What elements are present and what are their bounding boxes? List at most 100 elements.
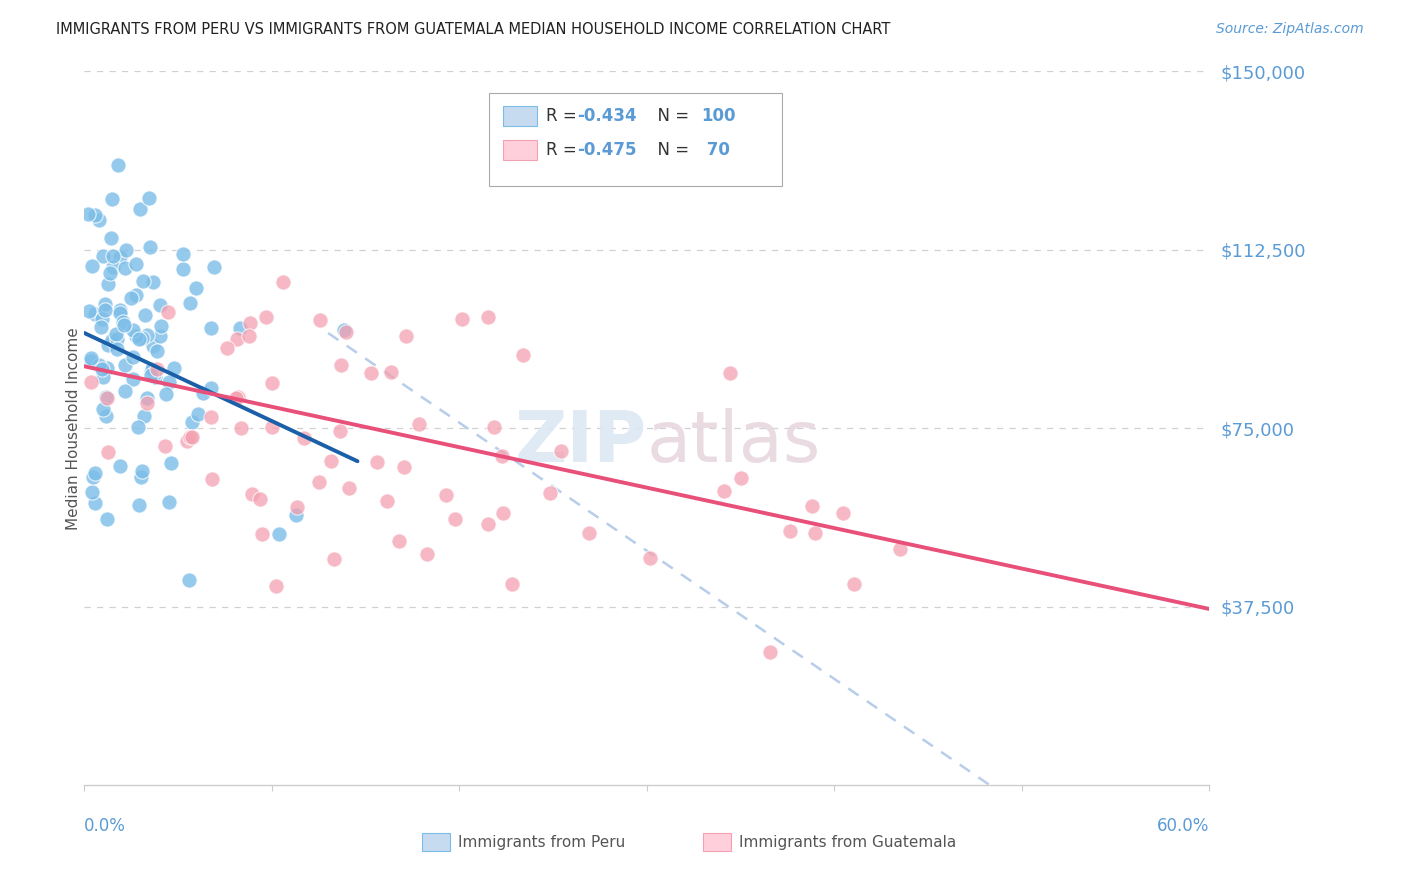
Point: [229, 421, 252, 435]
Point: [309, 313, 332, 327]
Point: [157, 305, 180, 319]
Point: [83, 466, 105, 480]
Point: [779, 524, 801, 538]
Point: [84, 496, 107, 510]
Point: [191, 385, 214, 400]
FancyBboxPatch shape: [489, 93, 782, 186]
Point: [360, 366, 382, 380]
Point: [91, 312, 114, 326]
Point: [285, 500, 308, 514]
Text: R =: R =: [546, 107, 582, 125]
Point: [131, 464, 153, 478]
Text: ZIP: ZIP: [515, 408, 647, 477]
Point: [101, 260, 124, 275]
Point: [94, 297, 117, 311]
Point: [127, 419, 149, 434]
Point: [176, 434, 198, 448]
Point: [91, 369, 114, 384]
Text: Immigrants from Peru: Immigrants from Peru: [458, 835, 626, 849]
Point: [96, 512, 118, 526]
Point: [125, 288, 148, 302]
Point: [477, 516, 499, 531]
Point: [139, 368, 162, 383]
Point: [89, 358, 111, 372]
Text: -0.475: -0.475: [576, 141, 637, 159]
Point: [187, 407, 209, 421]
Point: [101, 334, 124, 348]
Point: [186, 281, 208, 295]
Point: [110, 303, 132, 318]
Point: [172, 246, 194, 260]
Point: [110, 250, 132, 264]
Point: [112, 315, 135, 329]
Point: [124, 257, 146, 271]
Point: [149, 318, 172, 333]
Point: [758, 645, 780, 659]
Text: N =: N =: [647, 141, 695, 159]
Point: [114, 384, 136, 399]
Point: [269, 527, 291, 541]
Text: -0.434: -0.434: [576, 107, 637, 125]
FancyBboxPatch shape: [503, 140, 537, 160]
Point: [138, 240, 160, 254]
Text: N =: N =: [647, 107, 695, 125]
Y-axis label: Median Household Income: Median Household Income: [66, 326, 80, 530]
Point: [132, 274, 155, 288]
Point: [308, 475, 330, 489]
Point: [271, 275, 294, 289]
Point: [131, 330, 153, 344]
Point: [84, 208, 107, 222]
Point: [292, 431, 315, 445]
Point: [179, 430, 201, 444]
Text: IMMIGRANTS FROM PERU VS IMMIGRANTS FROM GUATEMALA MEDIAN HOUSEHOLD INCOME CORREL: IMMIGRANTS FROM PERU VS IMMIGRANTS FROM …: [56, 22, 890, 37]
Point: [84, 307, 107, 321]
Point: [90, 320, 112, 334]
Text: 100: 100: [700, 107, 735, 125]
Point: [76, 207, 98, 221]
Point: [105, 342, 128, 356]
Point: [260, 376, 283, 391]
Point: [200, 410, 222, 425]
Point: [550, 444, 572, 458]
Point: [96, 445, 118, 459]
Point: [110, 306, 132, 320]
Point: [832, 506, 855, 520]
Point: [91, 401, 114, 416]
Point: [138, 191, 160, 205]
Point: [201, 471, 224, 485]
Point: [134, 309, 156, 323]
Point: [375, 494, 398, 508]
Point: [136, 391, 159, 405]
Point: [128, 332, 150, 346]
FancyBboxPatch shape: [503, 106, 537, 127]
Point: [444, 512, 467, 526]
Point: [200, 321, 222, 335]
Point: [149, 328, 172, 343]
Point: [262, 420, 284, 434]
Point: [492, 507, 515, 521]
Text: Immigrants from Guatemala: Immigrants from Guatemala: [740, 835, 956, 849]
Point: [226, 391, 249, 405]
Text: 0.0%: 0.0%: [84, 817, 127, 835]
Point: [121, 323, 143, 337]
Point: [337, 481, 360, 495]
Point: [215, 341, 238, 355]
Point: [122, 350, 145, 364]
Point: [202, 260, 225, 274]
Point: [80, 351, 103, 365]
Text: atlas: atlas: [647, 408, 821, 477]
Point: [730, 471, 752, 485]
Point: [112, 318, 135, 332]
Point: [319, 453, 342, 467]
Point: [249, 492, 271, 507]
Point: [80, 354, 103, 368]
Text: R =: R =: [546, 141, 582, 159]
Point: [79, 375, 101, 389]
Point: [142, 339, 165, 353]
Point: [713, 483, 735, 498]
Point: [392, 460, 415, 475]
Point: [96, 361, 118, 376]
Point: [501, 577, 523, 591]
Point: [229, 320, 252, 334]
Point: [638, 550, 661, 565]
